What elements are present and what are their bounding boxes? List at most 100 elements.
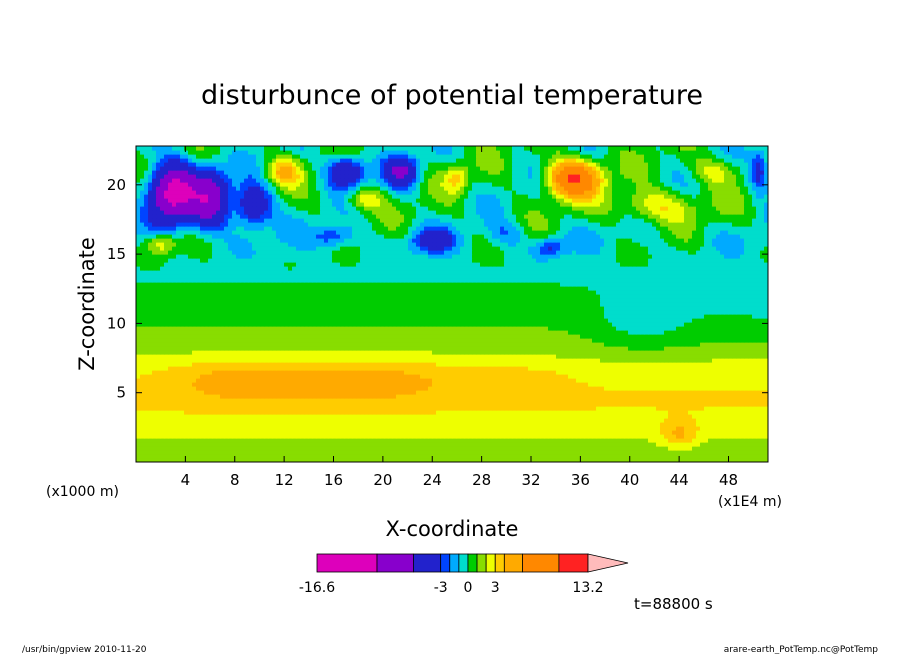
heatmap-cell — [260, 382, 265, 387]
heatmap-cell — [240, 410, 245, 415]
heatmap-cell — [516, 350, 521, 355]
heatmap-cell — [168, 406, 173, 411]
heatmap-cell — [220, 422, 225, 427]
heatmap-cell — [724, 430, 729, 435]
heatmap-cell — [284, 398, 289, 403]
heatmap-cell — [496, 394, 501, 399]
heatmap-cell — [540, 438, 545, 443]
heatmap-cell — [524, 394, 529, 399]
heatmap-cell — [416, 418, 421, 423]
heatmap-cell — [440, 346, 445, 351]
heatmap-cell — [316, 454, 321, 459]
heatmap-cell — [660, 442, 665, 447]
heatmap-cell — [260, 386, 265, 391]
heatmap-cell — [352, 346, 357, 351]
heatmap-cell — [204, 458, 209, 462]
heatmap-cell — [500, 446, 505, 451]
heatmap-cell — [368, 350, 373, 355]
heatmap-cell — [660, 362, 665, 367]
heatmap-cell — [552, 454, 557, 459]
heatmap-cell — [368, 382, 373, 387]
heatmap-cell — [608, 390, 613, 395]
heatmap-cell — [476, 362, 481, 367]
heatmap-cell — [552, 366, 557, 371]
heatmap-cell — [152, 422, 157, 427]
heatmap-cell — [684, 402, 689, 407]
heatmap-cell — [660, 430, 665, 435]
heatmap-cell — [548, 414, 553, 419]
heatmap-cell — [368, 446, 373, 451]
heatmap-cell — [152, 342, 157, 347]
heatmap-cell — [488, 390, 493, 395]
heatmap-cell — [428, 342, 433, 347]
heatmap-cell — [712, 342, 717, 347]
heatmap-cell — [700, 430, 705, 435]
heatmap-cell — [284, 342, 289, 347]
heatmap-cell — [628, 414, 633, 419]
heatmap-cell — [716, 402, 721, 407]
heatmap-cell — [524, 450, 529, 455]
heatmap-cell — [312, 386, 317, 391]
heatmap-cell — [240, 422, 245, 427]
heatmap-cell — [332, 382, 337, 387]
heatmap-cell — [228, 390, 233, 395]
heatmap-cell — [272, 350, 277, 355]
heatmap-cell — [596, 434, 601, 439]
heatmap-cell — [452, 362, 457, 367]
heatmap-cell — [660, 454, 665, 459]
heatmap-cell — [648, 402, 653, 407]
heatmap-cell — [352, 366, 357, 371]
heatmap-cell — [556, 398, 561, 403]
heatmap-cell — [240, 342, 245, 347]
heatmap-cell — [336, 410, 341, 415]
heatmap-cell — [372, 458, 377, 462]
heatmap-cell — [676, 378, 681, 383]
heatmap-cell — [568, 434, 573, 439]
heatmap-cell — [316, 342, 321, 347]
heatmap-cell — [180, 430, 185, 435]
heatmap-cell — [544, 458, 549, 462]
heatmap-cell — [652, 370, 657, 375]
heatmap-cell — [536, 418, 541, 423]
heatmap-cell — [764, 430, 768, 435]
heatmap-cell — [608, 398, 613, 403]
heatmap-cell — [280, 422, 285, 427]
heatmap-cell — [624, 394, 629, 399]
heatmap-cell — [452, 450, 457, 455]
heatmap-cell — [624, 442, 629, 447]
heatmap-cell — [648, 454, 653, 459]
heatmap-cell — [712, 370, 717, 375]
heatmap-cell — [312, 434, 317, 439]
heatmap-cell — [408, 446, 413, 451]
heatmap-cell — [708, 426, 713, 431]
heatmap-cell — [424, 370, 429, 375]
heatmap-cell — [640, 430, 645, 435]
heatmap-cell — [616, 394, 621, 399]
heatmap-cell — [412, 434, 417, 439]
heatmap-cell — [140, 398, 145, 403]
heatmap-cell — [372, 386, 377, 391]
heatmap-cell — [308, 394, 313, 399]
heatmap-cell — [436, 394, 441, 399]
heatmap-cell — [384, 458, 389, 462]
heatmap-cell — [712, 406, 717, 411]
heatmap-cell — [488, 426, 493, 431]
heatmap-cell — [484, 426, 489, 431]
heatmap-cell — [404, 394, 409, 399]
heatmap-cell — [148, 422, 153, 427]
heatmap-cell — [572, 358, 577, 363]
heatmap-cell — [676, 354, 681, 359]
heatmap-cell — [464, 406, 469, 411]
heatmap-cell — [324, 430, 329, 435]
heatmap-cell — [620, 366, 625, 371]
heatmap-cell — [368, 454, 373, 459]
heatmap-cell — [316, 370, 321, 375]
heatmap-cell — [300, 358, 305, 363]
heatmap-cell — [436, 374, 441, 379]
heatmap-cell — [612, 346, 617, 351]
heatmap-cell — [744, 414, 749, 419]
heatmap-cell — [376, 378, 381, 383]
heatmap-cell — [292, 342, 297, 347]
heatmap-cell — [236, 362, 241, 367]
